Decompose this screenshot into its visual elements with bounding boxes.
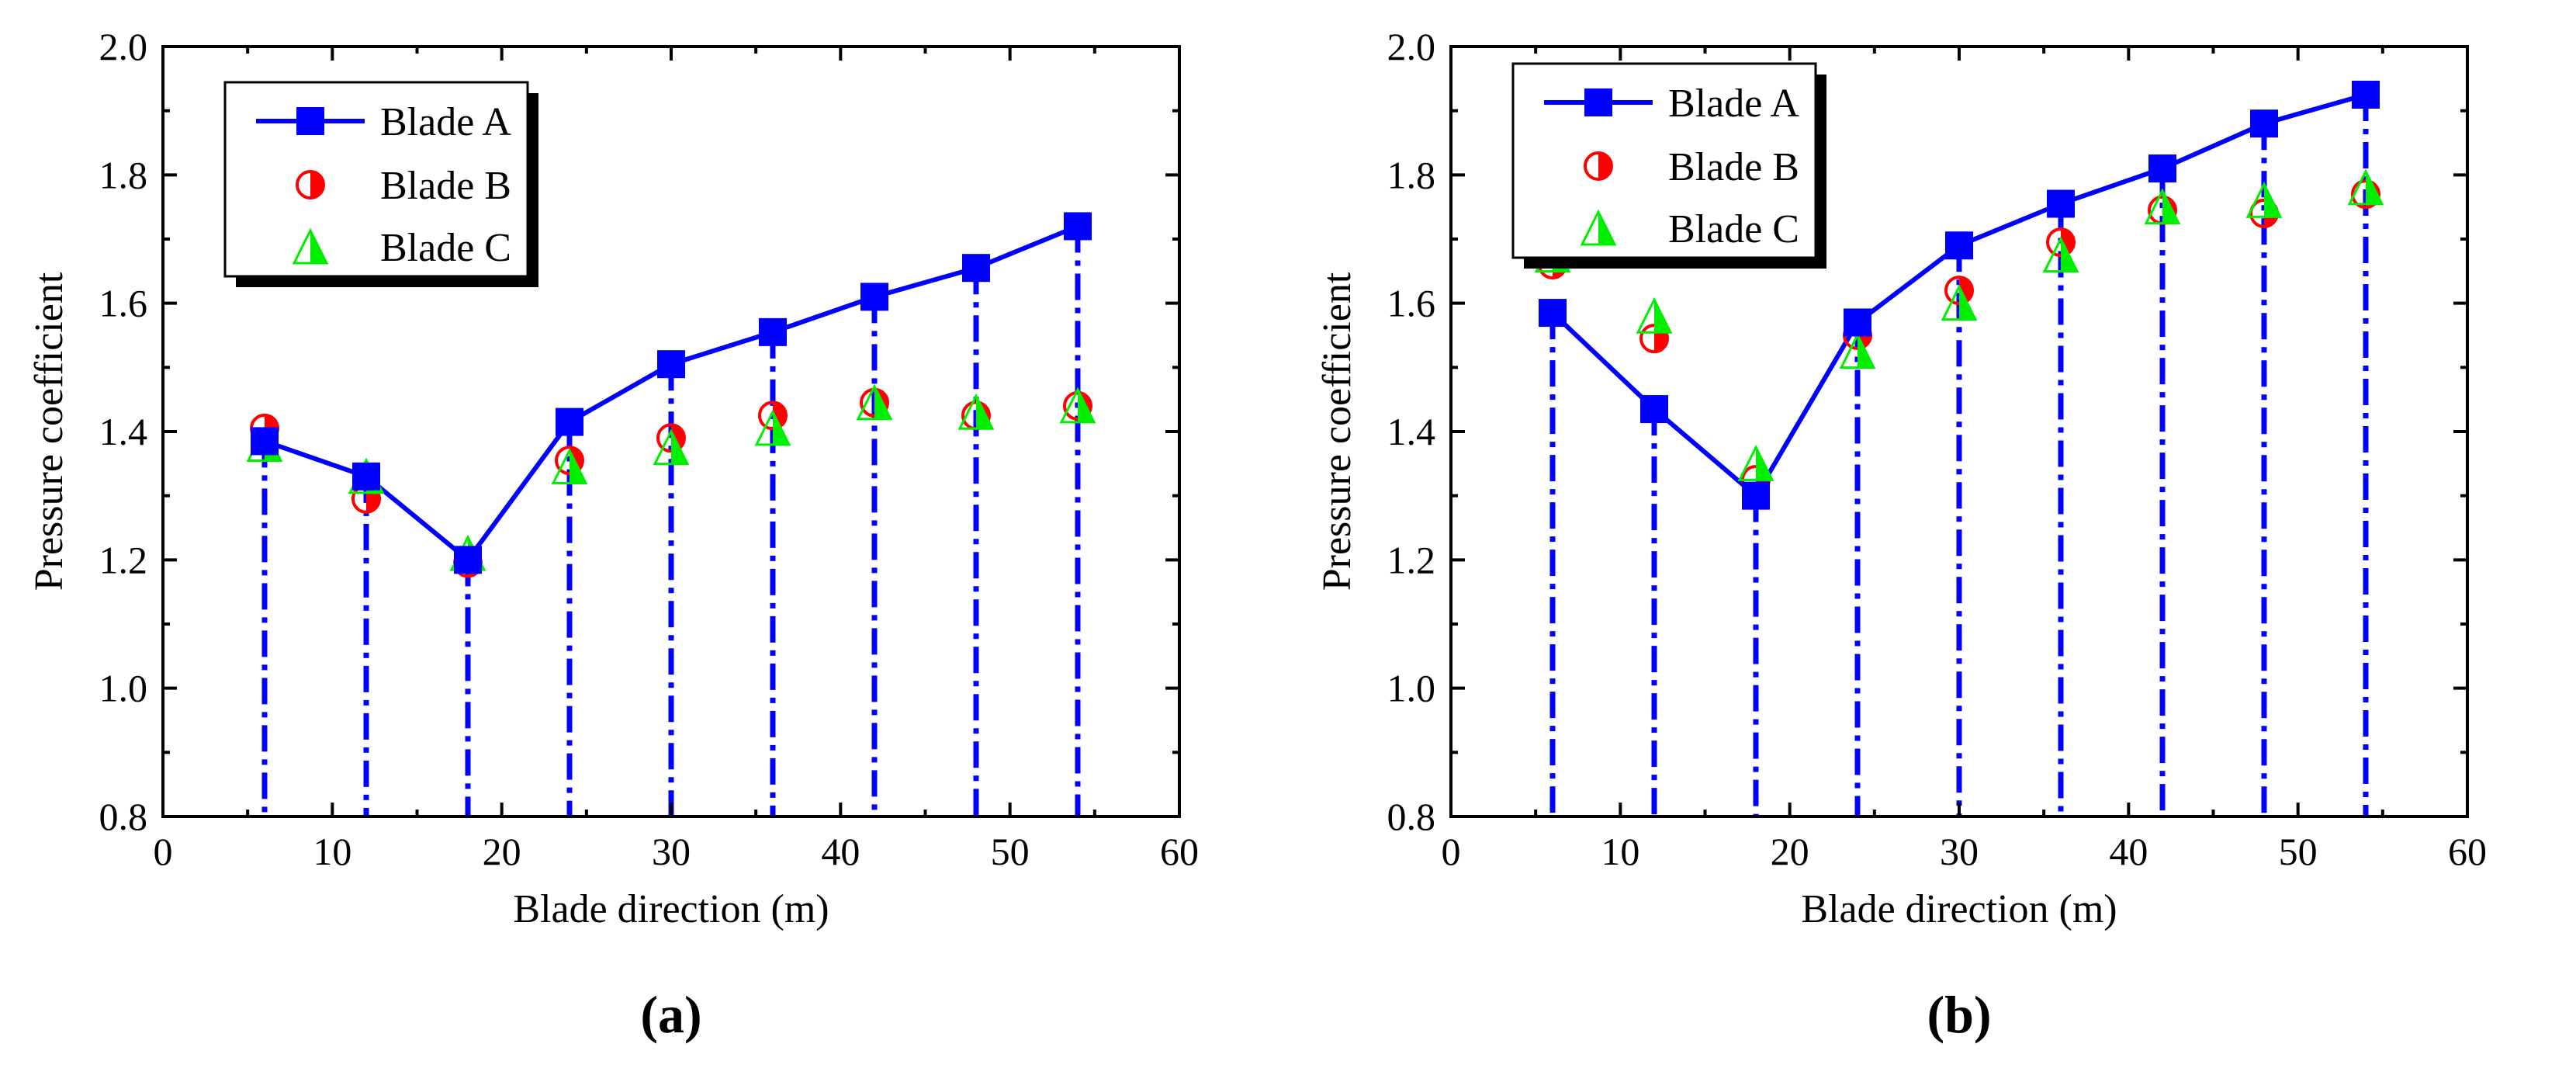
x-axis-title: Blade direction (m) [1801, 887, 2117, 931]
marker-blade-c-outline [754, 409, 791, 446]
legend-marker-blade-a [1584, 88, 1612, 116]
y-tick-label: 1.6 [99, 282, 148, 325]
x-tick-label: 20 [483, 830, 521, 873]
x-tick-label: 60 [1160, 830, 1199, 873]
legend-label: Blade A [380, 100, 511, 144]
legend-label: Blade C [1668, 207, 1799, 251]
x-tick-label: 60 [2448, 830, 2487, 873]
marker-blade-a [1064, 212, 1092, 241]
y-axis-title: Pressure coefficient [1315, 272, 1359, 591]
marker-blade-c-outline [2042, 236, 2079, 273]
x-tick-label: 10 [313, 830, 351, 873]
marker-blade-c-outline [957, 393, 995, 430]
marker-blade-a [251, 427, 279, 456]
chart-panel-a: 0 10 20 30 40 50 60 0.8 1.0 1.2 1.4 1.6 1.8 2.0 Blade … [27, 25, 1199, 1044]
marker-blade-c-outline [653, 428, 690, 466]
y-tick-label: 1.2 [99, 538, 148, 581]
marker-blade-c-outline [2144, 188, 2181, 225]
x-tick-label: 50 [991, 830, 1030, 873]
marker-blade-a [2148, 154, 2176, 183]
y-tick-label: 1.0 [99, 667, 148, 710]
x-tick-label: 50 [2279, 830, 2318, 873]
x-tick-label: 40 [2109, 830, 2148, 873]
y-tick-label: 1.4 [1387, 410, 1436, 453]
x-tick-label: 20 [1771, 830, 1809, 873]
legend-label: Blade B [380, 164, 511, 208]
legend-label: Blade A [1668, 81, 1799, 126]
marker-blade-c-outline [1839, 332, 1876, 369]
x-tick-label: 40 [821, 830, 860, 873]
x-tick-label: 0 [154, 830, 173, 873]
x-tick-label: 0 [1442, 830, 1461, 873]
marker-blade-a [2250, 109, 2278, 138]
y-tick-label: 1.8 [99, 153, 148, 196]
legend-label: Blade C [380, 226, 511, 270]
legend-box [1511, 62, 1817, 259]
marker-blade-c-outline [2347, 168, 2384, 206]
marker-blade-a [1539, 299, 1567, 328]
chart-panel-b: 0 10 20 30 40 50 60 0.8 1.0 1.2 1.4 1.6 1.8 2.0 Blade … [1315, 25, 2487, 1044]
y-tick-label: 2.0 [99, 25, 148, 68]
y-tick-label: 0.8 [1387, 795, 1436, 838]
panel-label: (b) [1927, 985, 1991, 1044]
marker-blade-a [1742, 481, 1770, 510]
marker-blade-c-outline [1941, 284, 1978, 321]
legend-marker-blade-c-outline [1580, 209, 1617, 246]
y-tick-label: 1.6 [1387, 282, 1436, 325]
y-tick-label: 1.8 [1387, 153, 1436, 196]
y-tick-label: 1.4 [99, 410, 148, 453]
marker-blade-c-outline [1737, 444, 1774, 481]
marker-blade-c [2162, 190, 2179, 224]
marker-blade-a [454, 546, 482, 574]
marker-blade-a [759, 317, 787, 346]
marker-blade-a [860, 283, 888, 311]
marker-blade-a [556, 407, 583, 436]
legend-label: Blade B [1668, 145, 1799, 189]
y-tick-label: 1.2 [1387, 538, 1436, 581]
marker-blade-c-outline [856, 383, 893, 421]
y-tick-label: 2.0 [1387, 25, 1436, 68]
x-tick-label: 30 [1940, 830, 1979, 873]
marker-blade-a [1640, 395, 1668, 424]
marker-blade-a [2047, 189, 2075, 218]
y-tick-label: 0.8 [99, 795, 148, 838]
legend-marker-blade-a [296, 107, 324, 135]
panel-label: (a) [640, 985, 701, 1044]
marker-blade-c-outline [1636, 296, 1673, 334]
marker-blade-c-outline [1059, 387, 1096, 424]
marker-blade-c-outline [551, 448, 588, 484]
marker-blade-a [657, 350, 685, 379]
legend-box [223, 81, 529, 278]
y-axis-title: Pressure coefficient [27, 272, 71, 591]
marker-blade-a [2352, 81, 2380, 109]
x-axis-title: Blade direction (m) [513, 887, 829, 931]
marker-blade-a [1945, 231, 1973, 260]
marker-blade-a [962, 254, 990, 283]
legend-marker-blade-b-outline [296, 170, 325, 199]
legend-marker-blade-c-outline [292, 227, 329, 265]
marker-blade-a [352, 462, 380, 491]
marker-blade-a [1844, 308, 1871, 337]
marker-blade-c-outline [2245, 182, 2283, 218]
x-tick-label: 10 [1601, 830, 1639, 873]
x-tick-label: 30 [652, 830, 691, 873]
legend-marker-blade-b-outline [1584, 151, 1613, 181]
y-tick-label: 1.0 [1387, 667, 1436, 710]
